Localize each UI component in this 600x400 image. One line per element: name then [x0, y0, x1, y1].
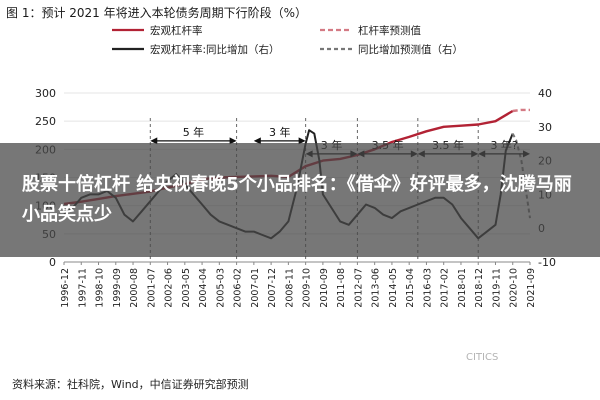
x-tick-label: 1996-12	[60, 268, 71, 308]
left-tick-label: 0	[49, 256, 56, 269]
x-tick-label: 2009-10	[302, 268, 313, 308]
x-tick-label: 1998-10	[95, 268, 106, 308]
right-tick-label: 40	[538, 87, 552, 100]
left-tick-label: 250	[35, 115, 56, 128]
x-tick-label: 2000-08	[129, 268, 140, 308]
cycle-label: 3 年	[269, 125, 291, 139]
x-tick-label: 2007-12	[267, 268, 278, 308]
x-tick-label: 2002-06	[164, 268, 175, 308]
left-tick-label: 300	[35, 87, 56, 100]
cycle-label: 5 年	[183, 125, 205, 139]
x-tick-label: 2021-09	[526, 268, 537, 308]
cycle-arrow-head	[229, 137, 237, 145]
x-tick-label: 2018-12	[474, 268, 485, 308]
x-tick-label: 2007-01	[250, 268, 261, 308]
x-tick-label: 2001-07	[146, 268, 157, 308]
x-tick-label: 2006-02	[233, 268, 244, 308]
x-tick-label: 1997-11	[77, 268, 88, 308]
cycle-arrow-head	[253, 137, 261, 145]
legend-label: 同比增加预测值（右）	[358, 43, 463, 56]
source-note: 资料来源：社科院，Wind，中信证券研究部预测	[12, 378, 249, 391]
x-tick-label: 2005-03	[215, 268, 226, 308]
right-tick-label: -10	[538, 256, 556, 269]
legend-label: 宏观杠杆率:同比增加（右）	[150, 43, 280, 56]
x-tick-label: 2011-08	[336, 268, 347, 308]
legend-label: 宏观杠杆率	[150, 24, 203, 37]
figure-title: 图 1：预计 2021 年将进入本轮债务周期下行阶段（%）	[6, 6, 308, 20]
cycle-arrow-head	[150, 137, 158, 145]
x-tick-label: 2018-01	[457, 268, 468, 308]
legend-label: 杠杆率预测值	[358, 24, 421, 37]
x-tick-label: 2013-06	[371, 268, 382, 308]
x-tick-label: 2010-09	[319, 268, 330, 308]
x-tick-label: 2008-11	[284, 268, 295, 308]
x-tick-label: 2020-10	[509, 268, 520, 308]
x-tick-label: 1999-09	[112, 268, 123, 308]
headline-text[interactable]: 股票十倍杠杆 给央视春晚5个小品排名：《借伞》好评最多，沈腾马丽小品笑点少	[22, 174, 572, 225]
headline-banner[interactable]: 股票十倍杠杆 给央视春晚5个小品排名：《借伞》好评最多，沈腾马丽小品笑点少	[0, 143, 600, 257]
x-tick-label: 2012-07	[353, 268, 364, 308]
x-tick-label: 2019-11	[491, 268, 502, 308]
x-tick-label: 2016-03	[422, 268, 433, 308]
watermark-text: CITICS	[466, 352, 499, 363]
x-tick-label: 2015-04	[405, 268, 416, 308]
x-tick-label: 2004-04	[198, 268, 209, 308]
x-tick-label: 2017-02	[440, 268, 451, 308]
x-tick-label: 2003-05	[181, 268, 192, 308]
right-tick-label: 30	[538, 121, 552, 134]
cycle-arrow-head	[298, 137, 306, 145]
x-tick-label: 2014-05	[388, 268, 399, 308]
series-line	[512, 108, 530, 113]
